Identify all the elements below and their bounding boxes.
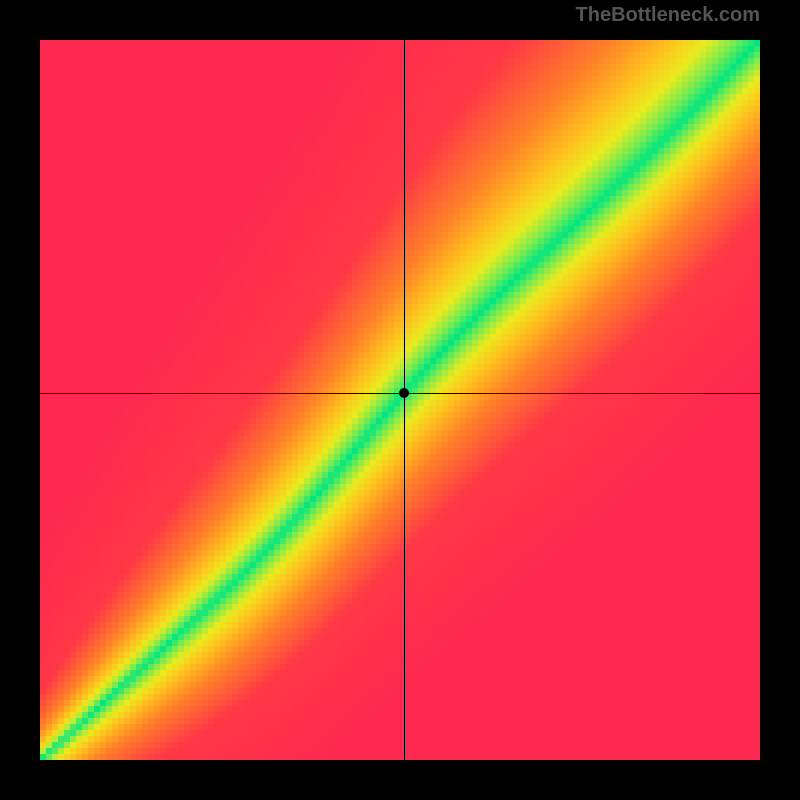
data-point-marker	[399, 388, 409, 398]
heatmap-canvas	[40, 40, 760, 760]
bottleneck-heatmap	[40, 40, 760, 760]
attribution-text: TheBottleneck.com	[576, 4, 760, 27]
crosshair-vertical	[404, 40, 405, 760]
